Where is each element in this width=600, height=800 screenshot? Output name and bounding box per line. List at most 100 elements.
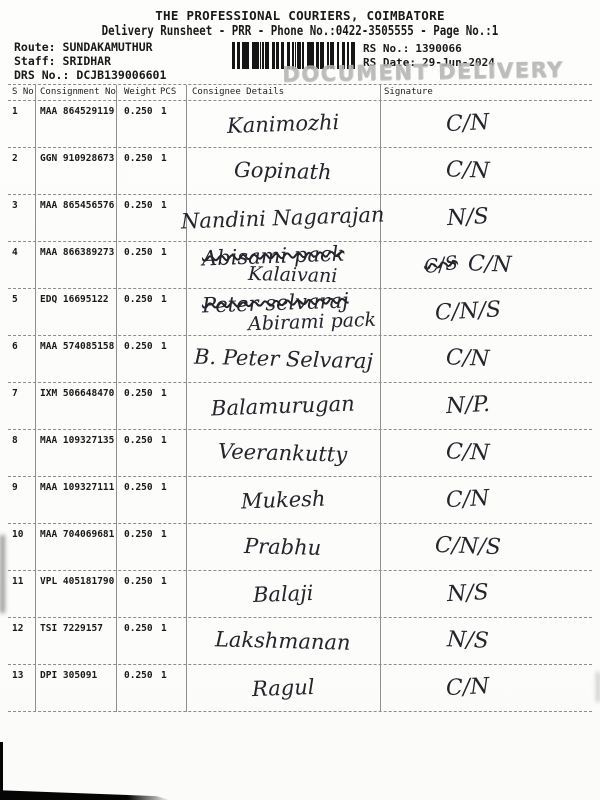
row-consignee-cell: Lakshmanan: [186, 618, 380, 664]
signature-handwriting: C/N: [445, 345, 491, 372]
row-consignee-cell: Veerankutty: [186, 430, 380, 476]
row-signature-cell: N/S: [380, 618, 592, 664]
consignee-handwriting: Ragul: [251, 674, 315, 702]
row-signature-cell: C/N: [380, 101, 592, 147]
rs-date-line: RS Date: 29-Jun-2024: [363, 56, 495, 70]
staff-value: SRIDHAR: [62, 54, 112, 68]
row-signature-cell: C/N: [380, 477, 592, 523]
document-delivery-stamp: DOCUMENT DELIVERY: [282, 57, 564, 87]
row-sno: 4: [12, 247, 18, 258]
row-sno: 13: [12, 670, 24, 681]
signature-handwriting: N/S: [446, 627, 490, 654]
table-row: 12 TSI 7229157 0.250 1 Lakshmanan N/S: [8, 618, 592, 665]
header-pcs: PCS: [160, 87, 177, 97]
table-row: 6 MAA 574085158 0.250 1 B. Peter Selvara…: [8, 336, 592, 383]
row-consignee-cell: Balaji: [186, 571, 380, 617]
staff-label: Staff:: [14, 54, 56, 68]
row-pcs: 1: [161, 200, 167, 211]
row-consignee-cell: Abisami pack Kalaivani: [186, 241, 380, 288]
signature-handwriting: C/N: [467, 251, 513, 278]
row-weight: 0.250: [124, 482, 153, 493]
row-pcs: 1: [161, 388, 167, 399]
consignee-handwriting: Prabhu: [244, 533, 322, 561]
row-consignment-no: TSI 7229157: [40, 623, 103, 634]
row-pcs: 1: [161, 482, 167, 493]
signature-handwriting: C/N: [445, 109, 491, 138]
row-weight: 0.250: [124, 623, 153, 634]
row-sno: 7: [12, 388, 18, 399]
page-subtitle: Delivery Runsheet - PRR - Phone No.:0422…: [101, 23, 499, 39]
page-title: THE PROFESSIONAL COURIERS, COIMBATORE: [155, 8, 445, 23]
row-pcs: 1: [161, 435, 167, 446]
row-sno: 1: [12, 106, 18, 117]
row-signature-cell: C/S C/N: [380, 242, 592, 288]
row-consignment-no: MAA 865456576: [40, 200, 115, 211]
row-consignment-no: VPL 405181790: [40, 576, 115, 587]
header-weight: Weight: [124, 87, 157, 97]
row-consignment-no: EDQ 16695122: [40, 294, 109, 305]
signature-handwriting: N/P.: [445, 391, 491, 420]
column-divider: [186, 85, 187, 712]
consignee-handwriting: Kalaivani: [247, 262, 338, 287]
scan-black-wedge-bottom: [0, 790, 170, 800]
row-pcs: 1: [161, 106, 167, 117]
row-sno: 3: [12, 200, 18, 211]
row-pcs: 1: [161, 670, 167, 681]
row-signature-cell: N/S: [380, 195, 592, 241]
consignee-handwriting: Balaji: [252, 580, 314, 608]
scan-black-edge-bottom-left: [0, 742, 3, 800]
route-value: SUNDAKAMUTHUR: [62, 40, 153, 54]
consignee-handwriting: Gopinath: [233, 157, 333, 185]
signature-handwriting: N/S: [446, 203, 490, 232]
row-weight: 0.250: [124, 576, 153, 587]
signature-struck-handwriting: C/S: [422, 251, 460, 279]
table-row: 2 GGN 910928673 0.250 1 Gopinath C/N: [8, 148, 592, 195]
signature-handwriting: C/N: [445, 485, 491, 514]
staff-line: Staff: SRIDHAR: [14, 54, 166, 68]
table-row: 3 MAA 865456576 0.250 1 Nandini Nagaraja…: [8, 195, 592, 242]
row-sno: 2: [12, 153, 18, 164]
table-row: 10 MAA 704069681 0.250 1 Prabhu C/N/S: [8, 524, 592, 571]
row-signature-cell: C/N: [380, 336, 592, 382]
runsheet-info-left: Route: SUNDAKAMUTHUR Staff: SRIDHAR DRS …: [14, 40, 166, 82]
drs-value: DCJB139006601: [76, 68, 167, 82]
column-divider: [35, 85, 36, 712]
route-line: Route: SUNDAKAMUTHUR: [14, 40, 166, 54]
header-consignment-no: Consignment No: [40, 87, 116, 97]
signature-handwriting: C/N: [445, 157, 491, 184]
row-pcs: 1: [161, 153, 167, 164]
table-row: 1 MAA 864529119 0.250 1 Kanimozhi C/N: [8, 101, 592, 148]
consignee-handwriting: Abirami pack: [247, 308, 377, 335]
rs-no-value: 1390066: [415, 42, 462, 55]
rs-no-label: RS No.:: [363, 42, 410, 55]
row-signature-cell: C/N: [380, 665, 592, 711]
row-consignee-cell: Ragul: [186, 665, 380, 711]
signature-handwriting: C/N/S: [434, 297, 502, 326]
row-weight: 0.250: [124, 294, 153, 305]
consignee-handwriting: Kanimozhi: [226, 110, 340, 138]
runsheet-info-right: RS No.: 1390066 RS Date: 29-Jun-2024: [363, 42, 495, 70]
drs-label: DRS No.:: [14, 68, 70, 82]
scan-smudge-left-edge: [0, 535, 5, 613]
drs-line: DRS No.: DCJB139006601: [14, 68, 166, 82]
row-consignee-cell: Mukesh: [186, 477, 380, 523]
row-pcs: 1: [161, 294, 167, 305]
table-row: 13 DPI 305091 0.250 1 Ragul C/N: [8, 665, 592, 712]
row-signature-cell: N/S: [380, 571, 592, 617]
row-weight: 0.250: [124, 529, 153, 540]
row-consignment-no: MAA 109327111: [40, 482, 115, 493]
row-weight: 0.250: [124, 247, 153, 258]
row-weight: 0.250: [124, 435, 153, 446]
route-label: Route:: [14, 40, 56, 54]
column-divider: [380, 85, 381, 712]
header-consignee-details: Consignee Details: [192, 87, 285, 97]
row-signature-cell: N/P.: [380, 383, 592, 429]
row-sno: 10: [12, 529, 24, 540]
rs-no-line: RS No.: 1390066: [363, 42, 495, 56]
row-pcs: 1: [161, 341, 167, 352]
rs-date-value: 29-Jun-2024: [421, 56, 495, 69]
row-sno: 9: [12, 482, 18, 493]
signature-handwriting: C/N: [445, 673, 491, 702]
column-divider: [116, 85, 117, 712]
